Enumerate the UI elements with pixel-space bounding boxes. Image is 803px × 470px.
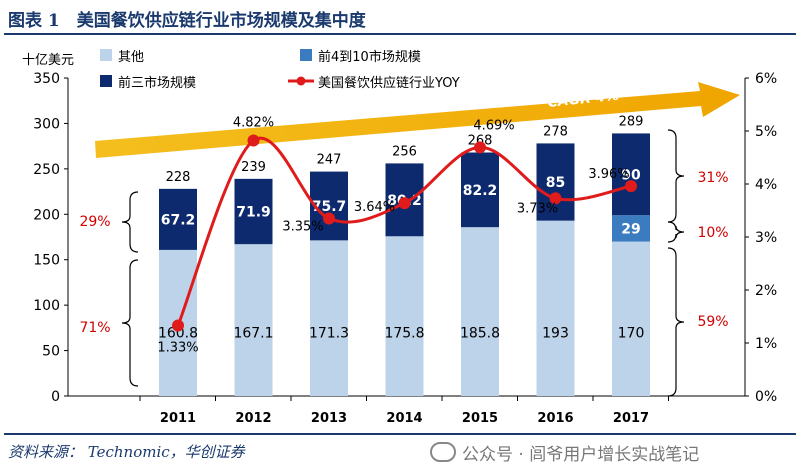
left-tick-label: 350 xyxy=(33,71,60,87)
bar-total-label: 278 xyxy=(543,124,568,139)
legend-label: 前4到10市场规模 xyxy=(318,49,421,65)
bar-segment xyxy=(234,244,273,396)
bar-segment xyxy=(310,240,348,396)
left-tick-label: 50 xyxy=(42,344,60,360)
bar-segment xyxy=(461,152,499,228)
yoy-label: 3.35% xyxy=(282,219,323,234)
bar-value-label: 90 xyxy=(621,167,641,183)
share-label-right-mid: 10% xyxy=(697,225,728,241)
left-tick-label: 0 xyxy=(51,389,60,405)
bar-segment xyxy=(612,241,650,396)
yoy-label: 4.82% xyxy=(233,116,274,131)
watermark: 公众号 · 闾爷用户增长实战笔记 xyxy=(430,440,699,465)
left-top-brace xyxy=(121,191,139,253)
bar-segment xyxy=(612,215,650,242)
right-tick-label: 0% xyxy=(755,389,777,405)
bar-total-label: 228 xyxy=(166,170,191,185)
bar-value-label: 85 xyxy=(546,175,565,191)
x-tick-label: 2014 xyxy=(386,411,422,426)
yoy-point xyxy=(549,192,562,205)
bar-value-label: 193 xyxy=(542,325,569,341)
bar-segment xyxy=(385,236,424,396)
bar-total-label: 239 xyxy=(241,160,266,175)
bar-segment xyxy=(536,220,575,396)
x-tick-label: 2015 xyxy=(462,411,498,426)
wechat-icon xyxy=(430,442,456,462)
bar-segment xyxy=(234,178,273,245)
bar-value-label: 82.2 xyxy=(463,183,498,199)
chart-title: 图表 1 美国餐饮供应链行业市场规模及集中度 xyxy=(8,11,366,31)
bar-segment xyxy=(612,133,650,216)
bar-segment xyxy=(461,227,499,396)
right-tick-label: 3% xyxy=(755,230,777,246)
left-tick-label: 300 xyxy=(33,116,60,132)
bar-total-label: 247 xyxy=(317,153,342,168)
yoy-point xyxy=(474,141,486,154)
yoy-point xyxy=(398,197,411,210)
bar-value-label: 170 xyxy=(618,325,645,341)
bar-total-label: 289 xyxy=(619,114,644,129)
left-axis-label: 十亿美元 xyxy=(22,53,74,68)
right-tick-label: 6% xyxy=(755,71,777,87)
title-divider xyxy=(4,33,796,35)
bar-value-label: 171.3 xyxy=(309,325,349,341)
right-tick-label: 1% xyxy=(755,336,777,352)
source-note: 资料来源： Technomic，华创证券 xyxy=(8,443,245,461)
x-tick-label: 2017 xyxy=(613,411,649,426)
x-tick-label: 2013 xyxy=(311,411,347,426)
left-bottom-brace xyxy=(121,259,139,387)
legend-label: 前三市场规模 xyxy=(118,75,196,91)
share-label-left-bottom: 71% xyxy=(79,320,110,336)
yoy-point xyxy=(323,212,335,225)
legend-swatch xyxy=(100,75,112,87)
bar-total-label: 256 xyxy=(392,144,417,159)
cagr-label: CAGR 4% xyxy=(547,88,620,111)
right-tick-label: 2% xyxy=(755,283,777,299)
left-tick-label: 100 xyxy=(33,298,60,314)
yoy-label: 3.96% xyxy=(588,167,629,182)
watermark-text: 公众号 · 闾爷用户增长实战笔记 xyxy=(462,445,700,465)
share-label-right-bottom: 59% xyxy=(697,314,728,330)
legend-label: 美国餐饮供应链行业YOY xyxy=(318,75,460,91)
x-tick-label: 2016 xyxy=(537,411,573,426)
footer-divider xyxy=(4,433,796,435)
bar-value-label: 29 xyxy=(621,221,640,237)
bar-total-label: 268 xyxy=(468,134,493,149)
bar-value-label: 185.8 xyxy=(460,325,500,341)
legend-label: 其他 xyxy=(118,50,144,65)
legend-swatch xyxy=(300,49,312,61)
right-tick-label: 4% xyxy=(755,177,777,193)
right-mid-brace xyxy=(667,221,685,243)
share-label-right-top: 31% xyxy=(697,170,728,186)
yoy-point xyxy=(172,319,184,332)
yoy-point xyxy=(625,180,637,193)
left-tick-label: 200 xyxy=(33,207,60,223)
yoy-label: 4.69% xyxy=(473,118,514,133)
legend-marker xyxy=(296,76,306,86)
right-tick-label: 5% xyxy=(755,124,777,140)
x-tick-label: 2011 xyxy=(160,411,196,426)
bar-value-label: 167.1 xyxy=(233,325,273,341)
bar-value-label: 67.2 xyxy=(161,212,196,228)
left-tick-label: 250 xyxy=(33,162,60,178)
bar-value-label: 71.9 xyxy=(236,205,271,221)
x-tick-label: 2012 xyxy=(235,411,271,426)
yoy-label: 3.64% xyxy=(354,200,395,215)
yoy-line xyxy=(176,136,632,327)
yoy-point xyxy=(247,134,260,147)
legend-swatch xyxy=(100,49,112,61)
right-top-brace xyxy=(667,129,685,223)
left-tick-label: 150 xyxy=(33,253,60,269)
share-label-left-top: 29% xyxy=(79,214,110,230)
yoy-label: 3.73% xyxy=(517,201,558,216)
bar-segment xyxy=(159,188,197,250)
bar-segment xyxy=(536,143,575,221)
bar-value-label: 175.8 xyxy=(384,325,424,341)
bar-value-label: 160.8 xyxy=(158,325,198,341)
yoy-label: 1.33% xyxy=(157,341,198,356)
right-bottom-brace xyxy=(667,247,685,397)
